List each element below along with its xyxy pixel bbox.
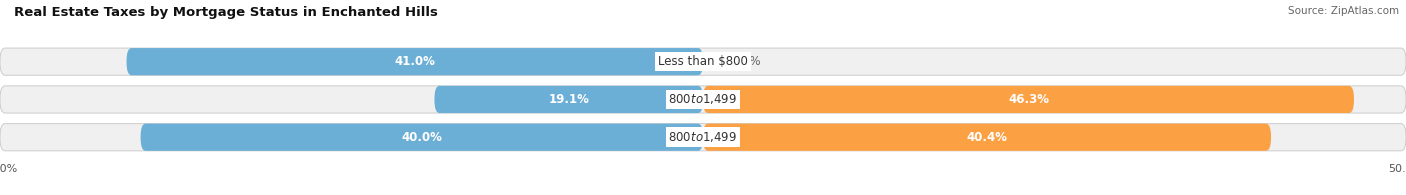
Text: Real Estate Taxes by Mortgage Status in Enchanted Hills: Real Estate Taxes by Mortgage Status in … bbox=[14, 6, 437, 19]
FancyBboxPatch shape bbox=[0, 124, 1406, 151]
FancyBboxPatch shape bbox=[703, 86, 1354, 113]
Text: 40.4%: 40.4% bbox=[966, 131, 1008, 144]
Text: $800 to $1,499: $800 to $1,499 bbox=[668, 92, 738, 106]
FancyBboxPatch shape bbox=[127, 48, 703, 75]
FancyBboxPatch shape bbox=[434, 86, 703, 113]
Text: Less than $800: Less than $800 bbox=[658, 55, 748, 68]
Text: 46.3%: 46.3% bbox=[1008, 93, 1049, 106]
Text: $800 to $1,499: $800 to $1,499 bbox=[668, 130, 738, 144]
Text: 41.0%: 41.0% bbox=[394, 55, 436, 68]
FancyBboxPatch shape bbox=[141, 124, 703, 151]
Text: 40.0%: 40.0% bbox=[401, 131, 443, 144]
FancyBboxPatch shape bbox=[0, 48, 1406, 75]
FancyBboxPatch shape bbox=[703, 124, 1271, 151]
Text: Source: ZipAtlas.com: Source: ZipAtlas.com bbox=[1288, 6, 1399, 16]
Text: 0.0%: 0.0% bbox=[731, 55, 761, 68]
Text: 19.1%: 19.1% bbox=[548, 93, 589, 106]
FancyBboxPatch shape bbox=[0, 86, 1406, 113]
